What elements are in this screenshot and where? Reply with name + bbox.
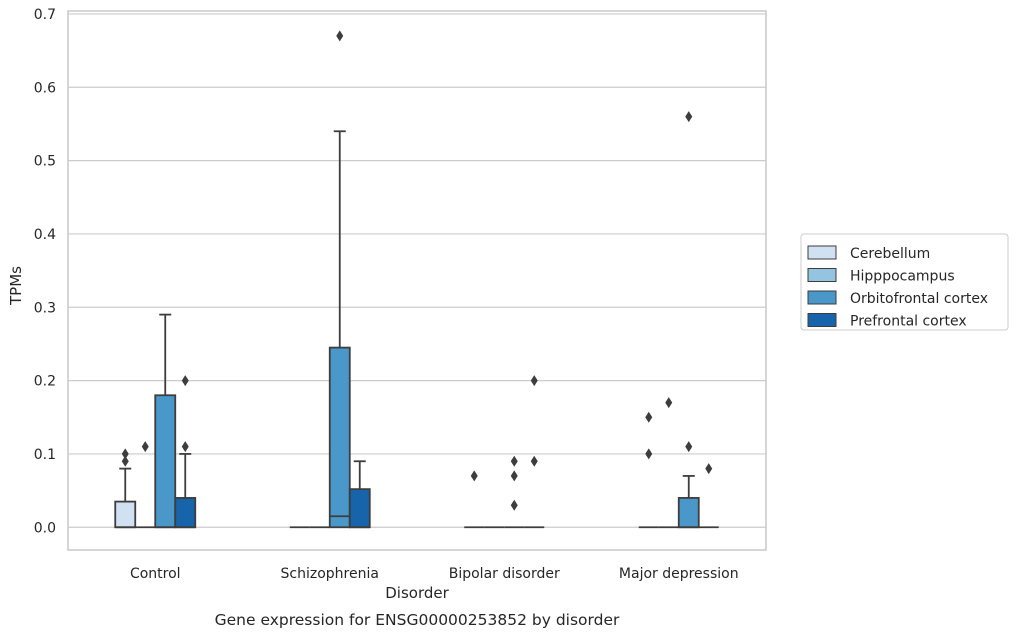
legend-label: Hipppocampus <box>850 269 955 285</box>
legend-items: Cerebellum Hipppocampus Orbitofrontal cort… <box>807 245 988 330</box>
legend: Cerebellum Hipppocampus Orbitofrontal cort… <box>800 233 1009 331</box>
legend-swatch <box>807 290 837 305</box>
legend-swatch <box>807 245 837 260</box>
legend-label: Cerebellum <box>850 246 930 262</box>
y-tick-label: 0.1 <box>34 447 56 463</box>
box-orbitofrontal-cortex <box>328 346 351 529</box>
outlier-point <box>121 448 129 460</box>
x-tick-labels: Control Schizophrenia Bipolar disorder Majo… <box>130 566 739 582</box>
outlier-point <box>705 463 713 475</box>
box-orbitofrontal-cortex <box>677 497 700 529</box>
y-tick-labels: 0.0 0.1 0.2 0.3 0.4 0.5 0.6 0.7 <box>34 7 56 536</box>
outlier-point <box>685 111 693 123</box>
x-tick-label: Control <box>130 566 181 582</box>
outlier-point <box>510 455 518 467</box>
outlier-point <box>181 441 189 453</box>
outlier-point <box>121 455 129 467</box>
x-tick-label: Bipolar disorder <box>449 566 560 582</box>
y-tick-label: 0.7 <box>34 7 56 23</box>
outlier-point <box>141 441 149 453</box>
legend-frame <box>800 233 1009 331</box>
legend-swatch <box>807 313 837 327</box>
outlier-point <box>510 499 518 511</box>
outlier-point <box>181 375 189 387</box>
x-tick-label: Schizophrenia <box>281 566 379 582</box>
outlier-point <box>645 448 653 460</box>
outlier-point <box>510 470 518 482</box>
y-tick-label: 0.5 <box>34 154 56 170</box>
y-tick-label: 0.0 <box>34 520 56 536</box>
outlier-point <box>530 455 538 467</box>
legend-label: Prefrontal cortex <box>850 314 967 330</box>
outliers <box>121 30 713 511</box>
y-tick-label: 0.6 <box>34 80 56 96</box>
legend-label: Orbitofrontal cortex <box>850 291 988 307</box>
box-cerebellum <box>114 500 137 529</box>
plot-frame <box>67 10 767 551</box>
legend-swatch <box>807 268 837 282</box>
outlier-point <box>530 375 538 387</box>
box-prefrontal-cortex <box>348 488 371 529</box>
x-axis-label: Disorder <box>385 584 449 602</box>
boxes <box>114 130 719 529</box>
y-tick-label: 0.4 <box>34 227 56 243</box>
outlier-point <box>336 30 344 42</box>
y-tick-label: 0.3 <box>34 300 56 316</box>
x-tick-label: Major depression <box>619 566 739 582</box>
chart-caption: Gene expression for ENSG00000253852 by d… <box>215 611 620 629</box>
y-axis-label: TPMs <box>7 266 25 306</box>
box-prefrontal-cortex <box>174 497 197 529</box>
y-tick-label: 0.2 <box>34 374 56 390</box>
outlier-point <box>685 441 693 453</box>
outlier-point <box>665 397 673 409</box>
outlier-point <box>470 470 478 482</box>
box-orbitofrontal-cortex <box>154 394 177 529</box>
outlier-point <box>645 411 653 423</box>
